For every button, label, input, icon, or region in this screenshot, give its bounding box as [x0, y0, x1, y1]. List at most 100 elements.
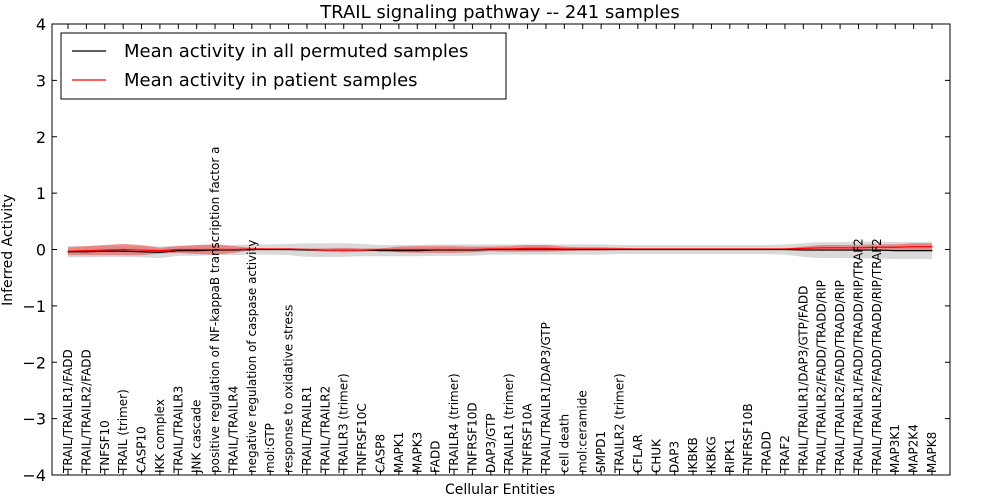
point-series-1-2 [104, 249, 106, 251]
x-tick-label-30: TRAILR2 (trimer) [612, 373, 626, 474]
x-tick-label-41: TRAIL/TRAILR2/FADD/TRADD/RIP [815, 280, 829, 474]
point-series-1-29 [600, 248, 602, 250]
point-series-1-40 [802, 247, 804, 249]
x-tick-label-9: TRAIL/TRAILR4 [226, 386, 240, 474]
x-tick-label-3: TRAIL (trimer) [116, 389, 130, 474]
x-tick-label-39: TRAF2 [778, 435, 792, 474]
x-axis-tick-labels: TRAIL/TRAILR1/FADD TRAIL/TRAILR2/FADD TNFS… [61, 147, 939, 474]
point-series-1-20 [435, 248, 437, 251]
y-tick-label-1: 3 [36, 71, 46, 90]
y-axis-ticks: 4 3 2 1 0 −1 −2 −3 −4 [22, 15, 950, 485]
point-series-1-46 [913, 246, 915, 248]
x-tick-label-17: CASP8 [374, 434, 388, 473]
x-tick-label-10: negative regulation of caspase activity [245, 240, 259, 473]
point-series-0-5 [159, 251, 161, 253]
point-series-0-2 [104, 250, 106, 252]
y-tick-label-7: −3 [22, 410, 46, 429]
x-axis-label: Cellular Entities [445, 482, 555, 498]
point-series-1-11 [269, 248, 271, 250]
point-series-1-25 [526, 247, 529, 249]
point-series-1-9 [232, 248, 235, 251]
x-tick-label-22: TNFRSF10D [465, 402, 479, 474]
x-tick-label-42: TRAIL/TRAILR2/FADD/TRADD/RIP [833, 280, 847, 474]
point-series-1-1 [85, 250, 87, 252]
point-series-0-7 [196, 250, 198, 252]
x-tick-label-36: RIPK1 [723, 438, 737, 473]
point-series-1-19 [416, 248, 418, 251]
point-series-1-26 [545, 247, 547, 249]
point-series-0-3 [122, 250, 124, 252]
x-tick-label-32: CHUK [649, 438, 663, 473]
x-tick-label-46: MAP2K4 [907, 424, 921, 473]
x-tick-label-18: MAPK1 [392, 432, 406, 473]
point-series-1-39 [784, 248, 786, 250]
x-tick-label-33: DAP3 [668, 441, 682, 473]
x-tick-label-21: TRAILR4 (trimer) [447, 373, 461, 474]
point-series-1-18 [398, 248, 400, 251]
point-series-0-17 [379, 250, 382, 252]
x-tick-label-8: positive regulation of NF-kappaB transcr… [208, 147, 222, 473]
x-tick-label-20: FADD [429, 441, 443, 474]
point-series-1-27 [563, 248, 565, 250]
y-tick-label-4: 0 [36, 241, 46, 260]
x-tick-label-35: IKBKG [704, 436, 718, 473]
x-tick-label-25: TNFRSF10A [521, 403, 535, 474]
point-series-1-43 [857, 247, 860, 249]
point-series-1-24 [508, 248, 510, 250]
y-axis-label: Inferred Activity [0, 194, 16, 306]
line-series-1 [67, 246, 932, 252]
point-series-1-45 [894, 246, 896, 248]
x-tick-label-23: DAP3/GTP [484, 413, 498, 473]
y-tick-label-0: 4 [36, 15, 46, 34]
point-series-0-40 [802, 249, 804, 251]
point-series-1-44 [876, 246, 878, 248]
point-series-0-25 [526, 248, 529, 251]
y-tick-label-3: 1 [36, 184, 46, 203]
x-tick-label-28: mol:ceramide [576, 390, 590, 473]
point-series-0-46 [913, 250, 915, 252]
legend-box [60, 32, 507, 100]
y-tick-label-5: −1 [22, 297, 46, 316]
x-tick-label-29: SMPD1 [594, 431, 608, 473]
point-series-0-1 [85, 251, 87, 253]
x-tick-label-15: TRAILR3 (trimer) [337, 373, 351, 474]
y-tick-label-6: −2 [22, 353, 46, 372]
point-series-1-42 [839, 247, 841, 249]
point-series-1-15 [343, 249, 345, 251]
point-series-1-14 [324, 249, 326, 251]
point-series-1-35 [710, 248, 713, 250]
x-tick-label-40: TRAIL/TRAILR1/DAP3/GTP/FADD [796, 286, 810, 474]
x-tick-label-12: response to oxidative stress [282, 305, 296, 473]
legend-label-patient: Mean activity in patient samples [124, 70, 418, 91]
x-tick-label-2: TNFSF10 [98, 420, 112, 474]
point-series-1-22 [471, 248, 474, 251]
point-series-1-34 [692, 248, 694, 250]
point-series-1-32 [655, 248, 657, 250]
point-series-1-10 [251, 248, 253, 250]
point-series-1-13 [306, 248, 308, 251]
point-series-1-47 [931, 246, 933, 248]
point-series-0-44 [876, 249, 878, 251]
x-tick-label-38: TRADD [760, 431, 774, 474]
point-series-0-41 [821, 249, 823, 251]
x-tick-label-16: TNFRSF10C [355, 403, 369, 474]
point-series-1-38 [765, 248, 768, 250]
x-tick-label-1: TRAIL/TRAILR2/FADD [79, 349, 93, 474]
x-tick-label-6: TRAIL/TRAILR3 [171, 386, 185, 474]
point-series-0-6 [177, 250, 179, 252]
point-series-1-12 [287, 248, 290, 250]
x-tick-label-11: mol:GTP [263, 423, 277, 473]
point-series-0-4 [140, 251, 143, 253]
point-series-1-0 [67, 250, 69, 252]
x-tick-label-13: TRAIL/TRAILR1 [300, 386, 314, 474]
x-tick-label-19: MAPK3 [410, 432, 424, 473]
point-series-0-43 [857, 249, 860, 251]
point-series-1-8 [214, 248, 216, 251]
point-series-0-26 [545, 248, 547, 251]
point-series-0-42 [839, 249, 841, 251]
legend-label-permuted: Mean activity in all permuted samples [124, 41, 468, 62]
y-tick-label-8: −4 [22, 466, 46, 485]
x-tick-label-7: JNK cascade [190, 400, 204, 474]
plot-frame [51, 23, 951, 476]
